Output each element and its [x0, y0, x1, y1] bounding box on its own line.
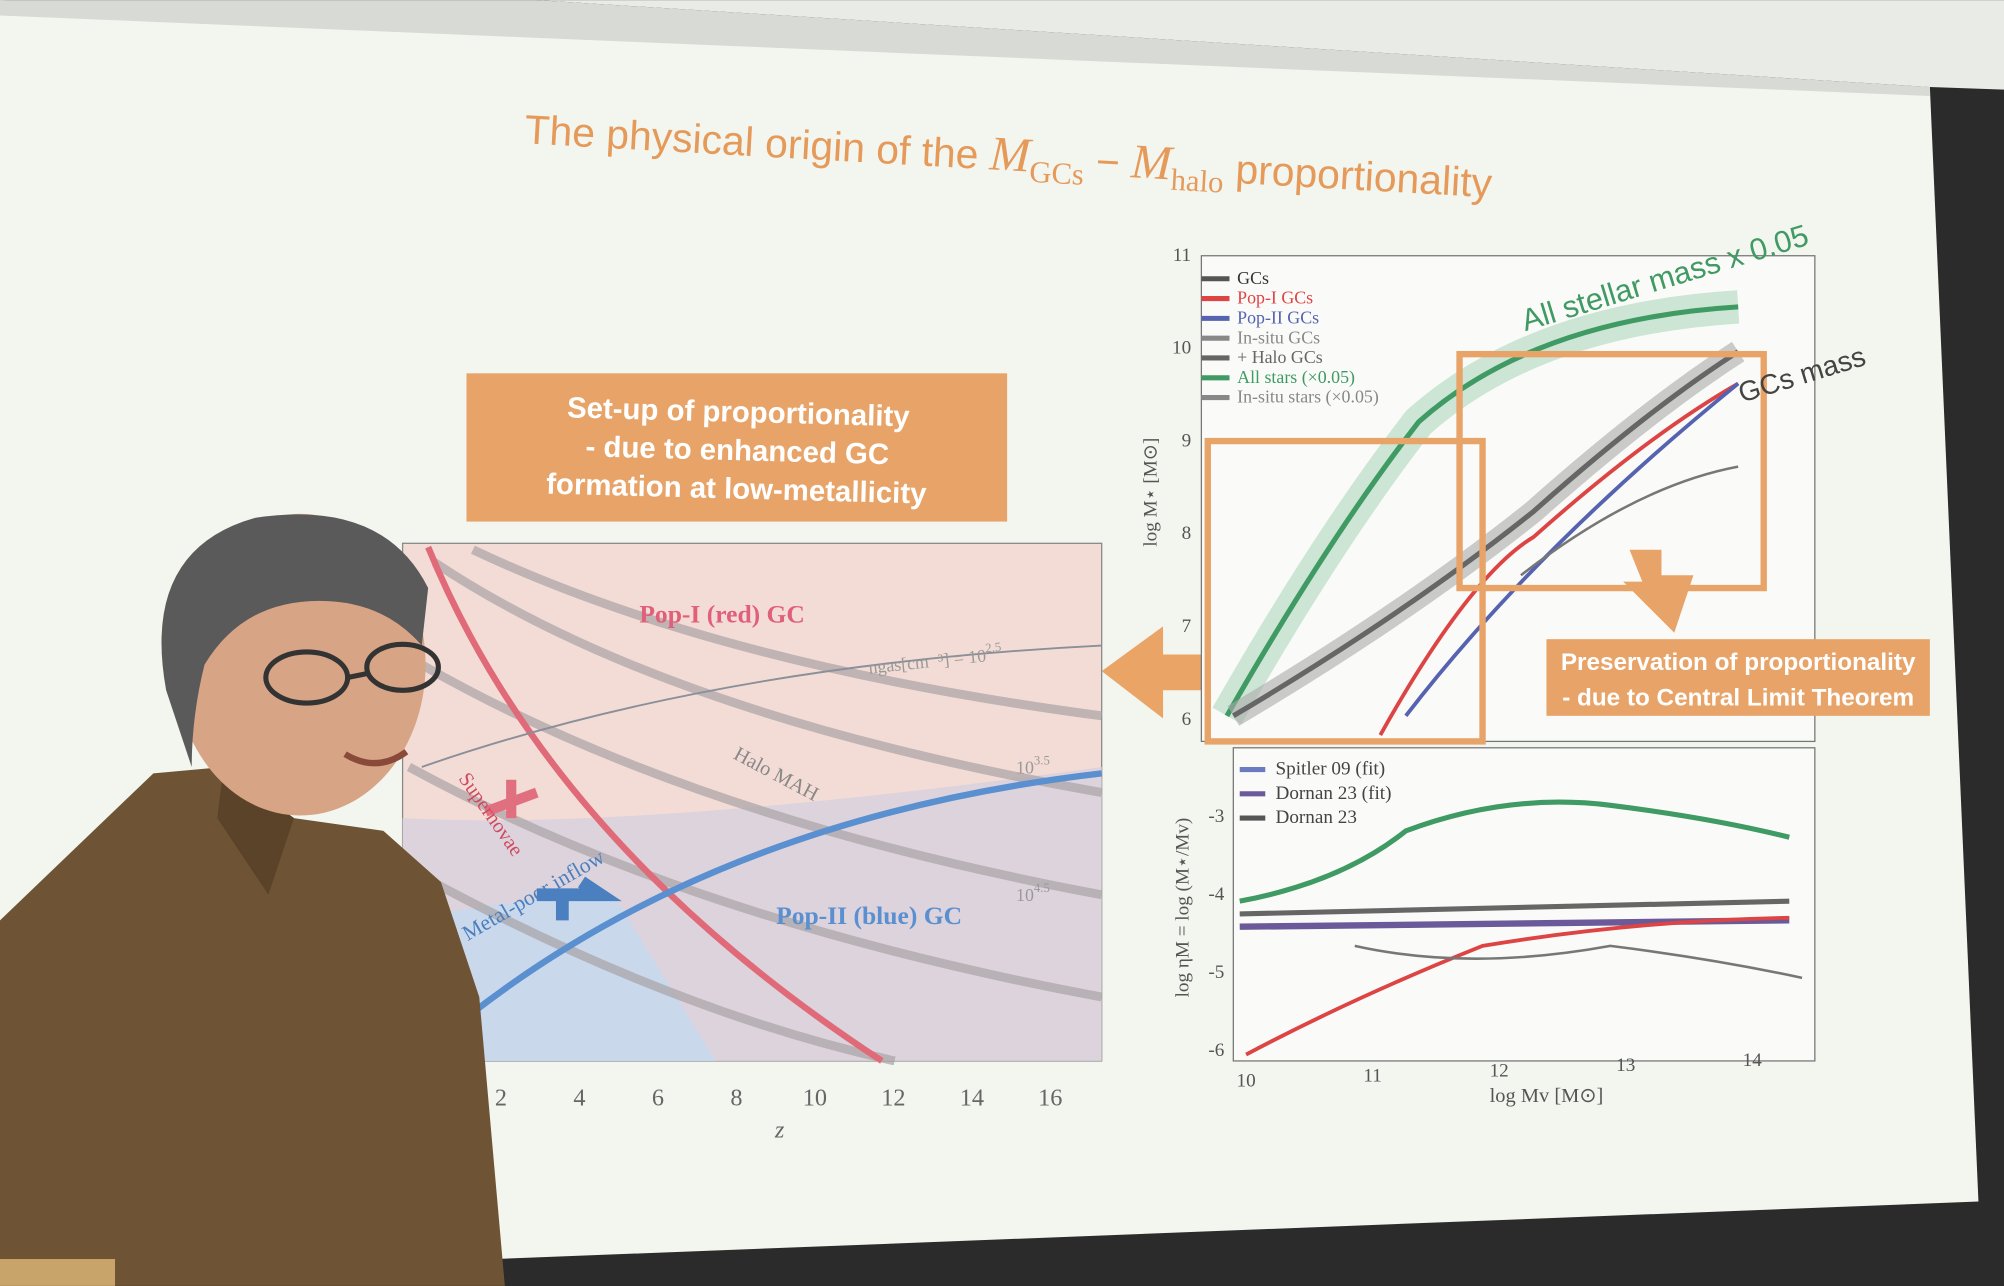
left-arrow — [1101, 626, 1227, 719]
title-subscript: halo — [1170, 163, 1225, 200]
legend-entry: Pop-I GCs — [1237, 288, 1313, 308]
x-tick-label: 12 — [881, 1085, 905, 1112]
y-axis-label: log M⋆ [M⊙] — [1141, 438, 1162, 547]
density-exp: 3.5 — [1034, 753, 1050, 767]
y-tick-label: 7 — [1182, 616, 1192, 637]
box-line: - due to Central Limit Theorem — [1562, 685, 1914, 712]
y-tick-label: -5 — [1208, 962, 1224, 983]
x-tick-label: 14 — [960, 1085, 984, 1112]
region-label: Pop-I (red) GC — [639, 600, 805, 629]
legend-entry: In-situ GCs — [1237, 327, 1320, 347]
density-label: 103.5 — [1016, 753, 1050, 777]
legend-entry: Dornan 23 (fit) — [1276, 783, 1392, 804]
wall — [536, 0, 2004, 90]
legend-entry: Spitler 09 (fit) — [1276, 759, 1386, 780]
y-tick-label: 6 — [1182, 709, 1192, 730]
y-axis-label: log ηM = log (M⋆/Mv) — [1173, 818, 1194, 998]
legend-entry: + Halo GCs — [1237, 347, 1323, 367]
legend-entry: Dornan 23 — [1276, 807, 1357, 828]
region-label: Pop-II (blue) GC — [776, 901, 962, 930]
legend-entry: GCs — [1237, 268, 1269, 288]
density-base: 10 — [1016, 757, 1034, 777]
x-tick-label: 11 — [1363, 1065, 1381, 1086]
y-tick-label: 9 — [1182, 430, 1192, 451]
y-tick-label: -4 — [1208, 884, 1224, 905]
density-exp: 2.5 — [985, 640, 1002, 656]
x-tick-label: 2 — [495, 1085, 507, 1112]
down-arrow — [1623, 549, 1694, 633]
person — [0, 513, 505, 1286]
x-tick-label: 6 — [652, 1085, 664, 1112]
title-math: M — [987, 126, 1034, 182]
box-line: - due to enhanced GC — [585, 430, 889, 471]
title-math: M — [1129, 134, 1176, 190]
y-tick-label: 11 — [1173, 245, 1191, 266]
x-tick-label: 8 — [730, 1085, 742, 1112]
y-tick-label: 10 — [1172, 338, 1191, 359]
x-tick-label: 10 — [803, 1085, 827, 1112]
density-label: 104.5 — [1016, 881, 1050, 905]
x-tick-label: 12 — [1490, 1060, 1509, 1081]
inflow-arrow — [536, 876, 622, 921]
x-tick-label: 13 — [1616, 1055, 1635, 1076]
sn-arrow — [483, 779, 539, 819]
highlight-frame — [1456, 350, 1767, 592]
title-subscript: GCs — [1028, 155, 1084, 192]
x-axis-label: log Mv [M⊙] — [1490, 1085, 1604, 1107]
x-axis-label: z — [774, 1117, 785, 1144]
density-line — [421, 644, 1102, 768]
inflow-line — [458, 770, 1103, 1026]
legend-entry: Pop-II GCs — [1237, 307, 1319, 327]
title-operator: − — [1095, 138, 1121, 185]
screen-top-edge — [0, 0, 1930, 96]
legend-entry: In-situ stars (×0.05) — [1237, 387, 1379, 408]
x-tick-label: 10 — [1237, 1070, 1256, 1091]
desk-edge — [0, 1259, 116, 1286]
x-tick-label: 4 — [573, 1085, 585, 1112]
y-tick-label: -3 — [1208, 806, 1224, 827]
x-tick-label: 16 — [1038, 1085, 1062, 1112]
preservation-box — [1546, 639, 1930, 716]
setup-box — [466, 373, 1008, 522]
legend-entry: All stars (×0.05) — [1237, 367, 1355, 388]
x-tick-label: 14 — [1743, 1050, 1763, 1071]
lower-plot — [1232, 747, 1816, 1062]
y-tick-label: 8 — [1182, 523, 1192, 544]
y-tick-label: -6 — [1208, 1040, 1224, 1061]
density-base: 10 — [1016, 885, 1034, 905]
box-line: Preservation of proportionality — [1561, 649, 1916, 676]
density-exp: 4.5 — [1034, 881, 1050, 895]
left-plot — [401, 542, 1103, 1066]
supernova-line — [425, 545, 884, 1064]
